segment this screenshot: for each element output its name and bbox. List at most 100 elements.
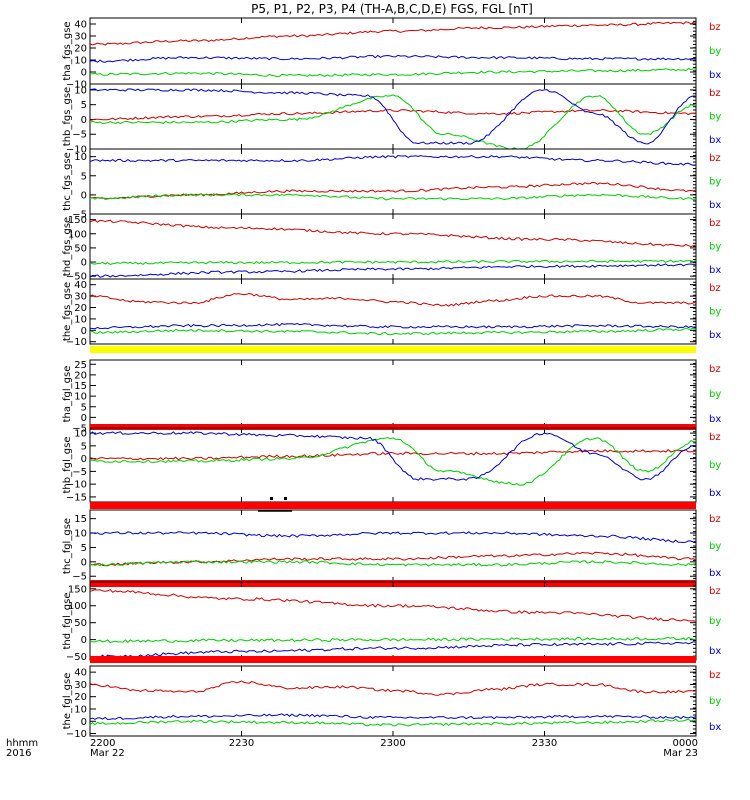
y-tick-label: −5 bbox=[72, 467, 87, 478]
y-tick-label: 15 bbox=[74, 514, 87, 525]
series-bz bbox=[89, 449, 697, 461]
x-tick-label-hhmm: 2300 bbox=[380, 738, 405, 749]
y-tick-label: 150 bbox=[68, 215, 87, 226]
x-tick-label-hhmm: 0000 bbox=[673, 738, 698, 749]
y-tick-label: 15 bbox=[74, 381, 87, 392]
series-bx bbox=[89, 322, 697, 330]
panel-frame bbox=[89, 148, 697, 215]
legend-bz: bz bbox=[709, 22, 721, 33]
series-bz bbox=[89, 551, 697, 567]
x-axis-row2-label: 2016 bbox=[6, 748, 31, 759]
y-tick-label: 5 bbox=[81, 171, 87, 182]
y-tick-label: 10 bbox=[74, 429, 87, 440]
panel-ylabel: thb_fgs_gse bbox=[62, 87, 73, 146]
series-bz bbox=[89, 680, 697, 696]
y-tick-label: −10 bbox=[66, 337, 87, 348]
series-bz bbox=[89, 21, 697, 46]
chart-title: P5, P1, P2, P3, P4 (TH-A,B,C,D,E) FGS, F… bbox=[251, 2, 533, 16]
series-bx bbox=[89, 263, 697, 278]
series-by bbox=[89, 193, 697, 201]
legend-bz: bz bbox=[709, 514, 721, 525]
y-tick-label: 30 bbox=[74, 292, 87, 303]
panel-frame bbox=[89, 427, 697, 503]
legend-bz: bz bbox=[709, 218, 721, 229]
status-bar-red bbox=[90, 424, 696, 430]
y-tick-label: 10 bbox=[74, 56, 87, 67]
panel-ylabel: thd_fgs_gse bbox=[62, 217, 73, 276]
y-tick-label: 10 bbox=[74, 392, 87, 403]
y-tick-label: 50 bbox=[74, 618, 87, 629]
y-tick-label: 40 bbox=[74, 20, 87, 31]
series-bz bbox=[89, 292, 696, 307]
y-tick-label: 30 bbox=[74, 680, 87, 691]
y-tick-label: 0 bbox=[81, 413, 87, 424]
legend-bx: bx bbox=[709, 265, 721, 276]
x-tick-label-date: Mar 22 bbox=[90, 748, 125, 759]
status-bar-red bbox=[90, 656, 696, 663]
y-tick-label: 10 bbox=[74, 152, 87, 163]
legend-bx: bx bbox=[709, 200, 721, 211]
legend-by: by bbox=[709, 46, 721, 57]
legend-by: by bbox=[709, 541, 721, 552]
legend-bz: bz bbox=[709, 586, 721, 597]
panel-ylabel: the_fgl_gse bbox=[62, 673, 73, 730]
gap-marks bbox=[258, 497, 292, 512]
y-tick-label: 0 bbox=[81, 190, 87, 201]
y-tick-label: 5 bbox=[81, 543, 87, 554]
status-bar-red bbox=[90, 502, 696, 509]
y-tick-label: 10 bbox=[74, 704, 87, 715]
y-tick-label: −50 bbox=[66, 272, 87, 283]
legend-bx: bx bbox=[709, 488, 721, 499]
legend-bx: bx bbox=[709, 70, 721, 81]
series-by bbox=[89, 718, 697, 727]
y-tick-label: 0 bbox=[81, 68, 87, 79]
series-bz bbox=[89, 181, 697, 200]
y-tick-label: 100 bbox=[68, 229, 87, 240]
legend-bz: bz bbox=[709, 153, 721, 164]
series-by bbox=[89, 259, 697, 266]
y-tick-label: 5 bbox=[81, 441, 87, 452]
series-bx bbox=[89, 531, 697, 544]
panel-ylabel: thc_fgs_gse bbox=[62, 152, 73, 211]
series-bx bbox=[89, 713, 697, 721]
y-tick-label: 0 bbox=[81, 635, 87, 646]
legend-by: by bbox=[709, 112, 721, 123]
y-tick-label: −5 bbox=[72, 210, 87, 221]
panel-ylabel: the_fgs_gse bbox=[62, 282, 73, 341]
gap-mark bbox=[270, 497, 273, 500]
legend-bz: bz bbox=[709, 364, 721, 375]
y-tick-label: −10 bbox=[66, 729, 87, 740]
legend-bx: bx bbox=[709, 135, 721, 146]
y-tick-label: 50 bbox=[74, 243, 87, 254]
y-tick-label: 20 bbox=[74, 44, 87, 55]
legend-by: by bbox=[709, 389, 721, 400]
panel-frame bbox=[89, 359, 697, 429]
series-bx bbox=[89, 641, 697, 659]
status-bar-yellow bbox=[90, 346, 696, 353]
y-tick-label: 0 bbox=[81, 454, 87, 465]
legend-by: by bbox=[709, 307, 721, 318]
legend-bx: bx bbox=[709, 414, 721, 425]
x-tick-label-date: Mar 23 bbox=[663, 748, 698, 759]
legend-by: by bbox=[709, 616, 721, 627]
gap-mark bbox=[284, 497, 287, 500]
y-tick-label: 5 bbox=[81, 402, 87, 413]
legend-by: by bbox=[709, 460, 721, 471]
y-tick-label: −10 bbox=[66, 80, 87, 91]
series-bz bbox=[89, 219, 697, 248]
panel-ylabel: thb_fgl_gse bbox=[62, 437, 73, 494]
y-tick-label: 40 bbox=[74, 280, 87, 291]
y-tick-label: 20 bbox=[74, 370, 87, 381]
y-tick-label: 20 bbox=[74, 692, 87, 703]
legend-bz: bz bbox=[709, 88, 721, 99]
series-bz bbox=[89, 108, 697, 121]
y-tick-label: −50 bbox=[66, 652, 87, 663]
panel-ylabel: tha_fgs_gse bbox=[62, 21, 73, 80]
